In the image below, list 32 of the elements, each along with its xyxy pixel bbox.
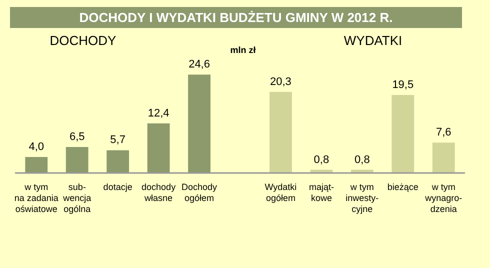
chart-title: DOCHODY I WYDATKI BUDŻETU GMINY W 2012 R.	[79, 10, 393, 25]
bar	[270, 92, 292, 173]
data-label: 19,5	[392, 79, 414, 92]
data-label: 7,6	[436, 126, 452, 139]
data-label: 0,8	[314, 154, 330, 166]
data-label: 4,0	[28, 141, 44, 154]
data-label: 24,6	[188, 58, 210, 71]
x-tick-label: mająt- kowe	[308, 182, 334, 203]
data-label: 6,5	[69, 131, 85, 144]
text: WYDATKI	[344, 33, 402, 48]
data-label: 0,8	[354, 154, 370, 166]
bar	[66, 147, 88, 173]
data-label: 20,3	[270, 76, 292, 88]
bar	[188, 74, 210, 173]
data-label: 5,7	[110, 134, 126, 146]
x-tick-label: Dochody ogółem	[182, 182, 218, 203]
bar	[106, 150, 130, 173]
x-tick-label: dotacje	[103, 182, 132, 192]
x-tick-label: sub- wencja ogólna	[62, 182, 92, 214]
data-label: 12,4	[148, 107, 170, 120]
x-tick-label: bieżące	[387, 182, 418, 192]
text: DOCHODY	[50, 33, 117, 48]
x-tick-label: w tym inwesty- cyjne	[346, 182, 379, 214]
bar	[432, 142, 455, 173]
bar	[147, 123, 170, 173]
bar	[25, 157, 48, 173]
x-tick-label: w tym wynagro- dzenia	[424, 182, 462, 214]
x-tick-label: w tym na zadania oświatowe	[14, 182, 58, 214]
x-tick-label: Wydatki ogółem	[264, 182, 297, 203]
y-axis-title: mln zł	[230, 45, 256, 55]
bar	[392, 95, 414, 173]
x-tick-label: dochody własne	[142, 182, 176, 203]
